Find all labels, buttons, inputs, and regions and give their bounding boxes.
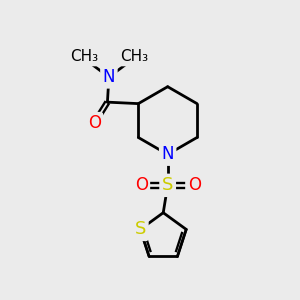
Text: CH₃: CH₃ — [120, 49, 148, 64]
Text: O: O — [135, 176, 148, 194]
Text: S: S — [135, 220, 146, 238]
Text: S: S — [162, 176, 173, 194]
Text: N: N — [103, 68, 115, 86]
Text: N: N — [161, 146, 174, 164]
Text: O: O — [88, 114, 101, 132]
Text: CH₃: CH₃ — [70, 49, 98, 64]
Text: O: O — [188, 176, 201, 194]
